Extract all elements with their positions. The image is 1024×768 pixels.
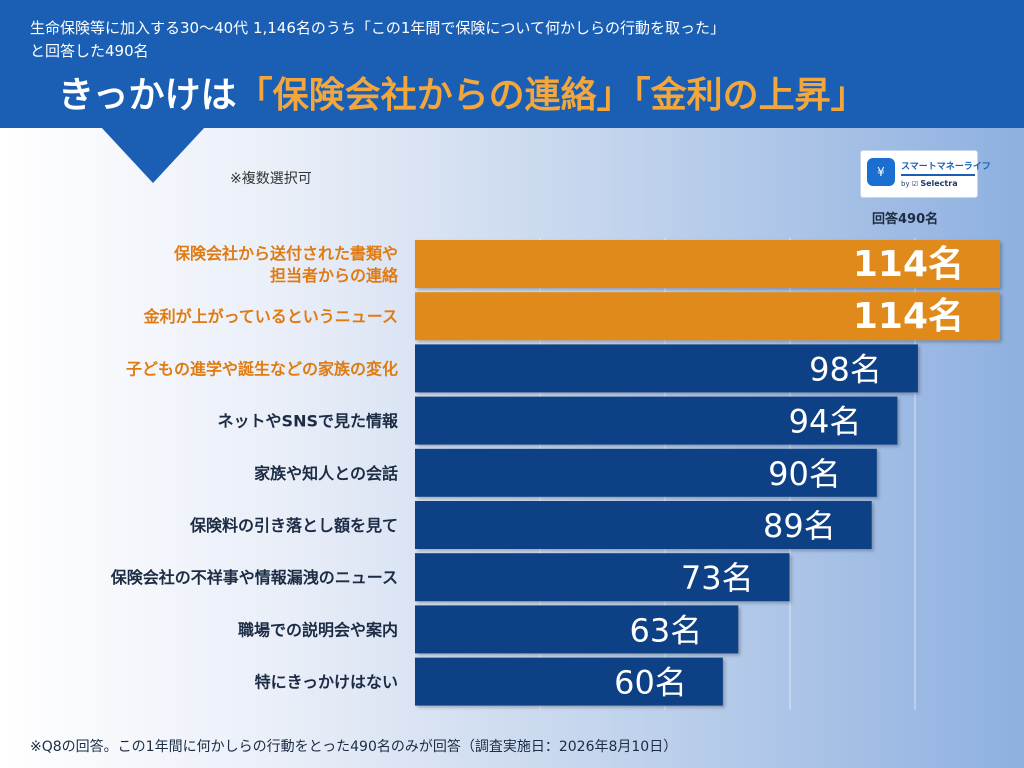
logo-name: スマートマネーライフ (901, 162, 991, 172)
header-pointer-arrow (101, 127, 205, 183)
headline-highlight: 「保険会社からの連絡」「金利の上昇 (236, 75, 831, 116)
category-label: 子どもの進学や誕生などの家族の変化 (126, 359, 398, 378)
subtitle-line-1: 生命保険等に加入する30〜40代 1,146名のうち「この1年間で保険について何… (30, 19, 725, 37)
footer-note: ※Q8の回答。この1年間に何かしらの行動をとった490名のみが回答（調査実施日：… (30, 739, 678, 755)
bar-value-label: 60名 (614, 664, 687, 702)
bar (415, 553, 790, 602)
category-label: 金利が上がっているというニュース (143, 307, 398, 326)
bar (415, 605, 739, 654)
category-label: 保険料の引き落とし額を見て (189, 516, 398, 535)
subtitle-line-2: と回答した490名 (30, 42, 149, 60)
page-title: きっかけは「保険会社からの連絡」「金利の上昇」 (58, 74, 1018, 118)
bar-value-label: 63名 (630, 611, 703, 649)
bar (415, 292, 1000, 341)
bar-value-label: 73名 (681, 559, 754, 597)
category-label: 特にきっかけはない (255, 673, 398, 692)
survey-subtitle: 生命保険等に加入する30〜40代 1,146名のうち「この1年間で保険について何… (30, 17, 990, 63)
category-label: 家族や知人との会話 (254, 464, 398, 483)
logo-by: by (901, 180, 910, 188)
bar-value-label: 89名 (763, 507, 836, 545)
headline-prefix: きっかけは (58, 75, 237, 116)
bar (415, 396, 898, 445)
bar (415, 448, 877, 497)
logo-byline: by ☑ Selectra (901, 179, 958, 188)
respondent-count: 回答490名 (872, 212, 939, 227)
bar (415, 501, 872, 549)
bar-value-label: 90名 (768, 455, 841, 493)
bar-chart: 114名保険会社から送付された書類や担当者からの連絡114名金利が上がっていると… (109, 240, 1000, 706)
bar-value-label: 94名 (789, 403, 862, 441)
category-label: 職場での説明会や案内 (238, 620, 398, 639)
headline-suffix: 」 (830, 75, 867, 116)
piggy-bank-icon: ¥ (867, 158, 895, 186)
header-banner: 生命保険等に加入する30〜40代 1,146名のうち「この1年間で保険について何… (0, 0, 1024, 128)
category-label: 担当者からの連絡 (270, 266, 399, 285)
bar (415, 657, 723, 706)
logo-divider (901, 174, 975, 176)
logo-brand: Selectra (920, 179, 958, 188)
brand-logo: ¥ スマートマネーライフ by ☑ Selectra (860, 150, 991, 198)
bar-value-label: 114名 (853, 244, 964, 285)
bar (415, 344, 918, 393)
category-label: 保険会社の不祥事や情報漏洩のニュース (110, 568, 398, 587)
bar-value-label: 114名 (853, 296, 964, 337)
multi-select-note: ※複数選択可 (230, 171, 312, 187)
bar-value-label: 98名 (809, 350, 882, 388)
category-label: 保険会社から送付された書類や (173, 244, 398, 263)
bar (415, 240, 1000, 288)
category-label: ネットやSNSで見た情報 (218, 412, 399, 431)
